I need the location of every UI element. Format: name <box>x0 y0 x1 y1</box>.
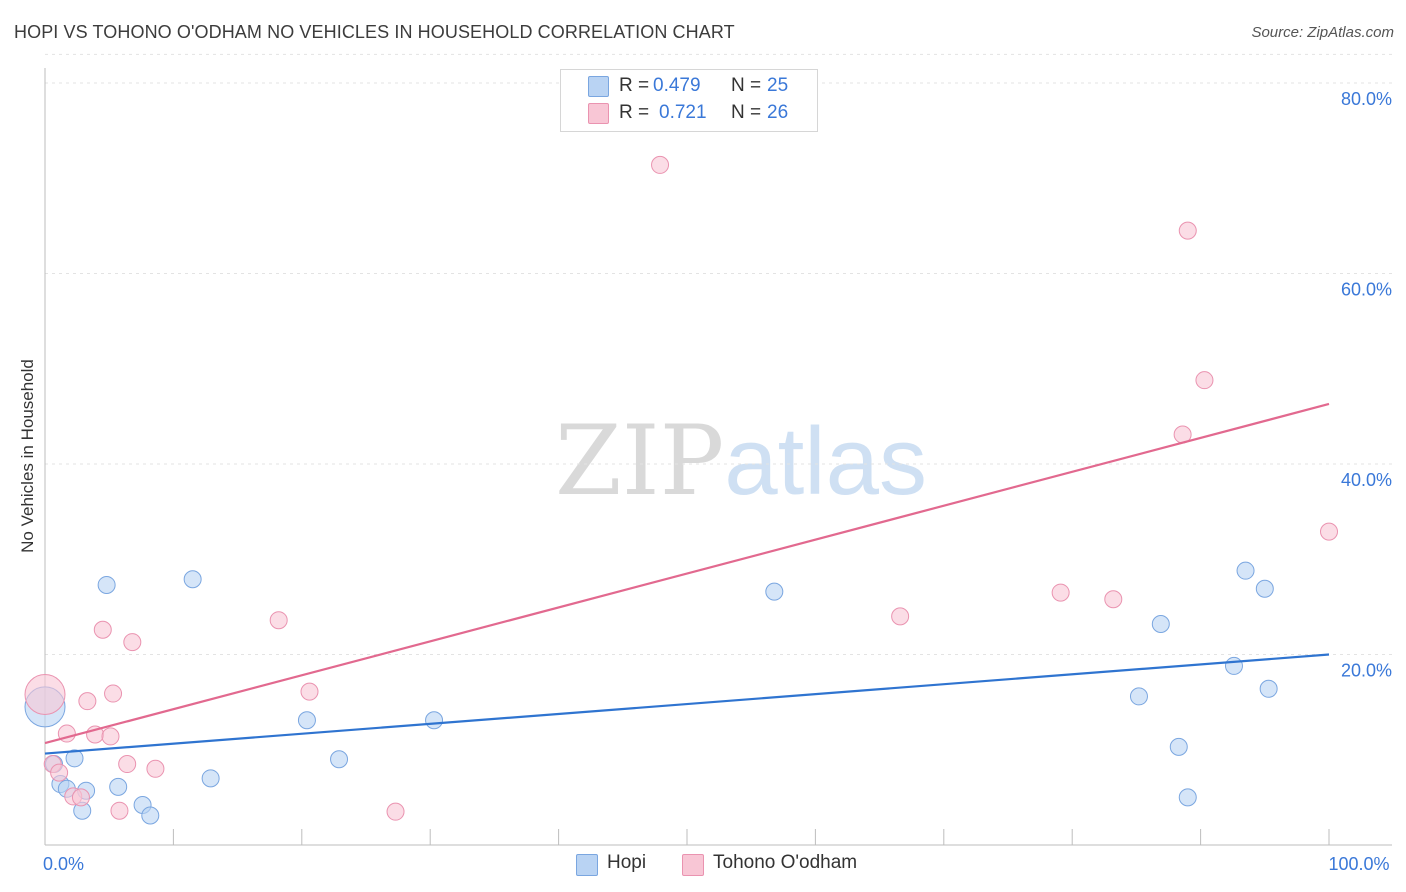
tohono-point <box>104 684 123 703</box>
hopi-point <box>1129 687 1148 706</box>
hopi-point <box>65 749 84 768</box>
hopi-swatch <box>588 76 609 97</box>
n-label: N = <box>731 102 762 123</box>
r-label: R = <box>619 102 650 123</box>
r-value: 0.479 <box>653 75 701 96</box>
hopi-point <box>330 750 349 769</box>
tohono-point <box>123 633 142 652</box>
x-tick-label: 0.0% <box>43 854 84 874</box>
hopi-point <box>765 582 784 601</box>
watermark-zip: ZIP <box>555 405 725 517</box>
hopi-point <box>297 711 316 730</box>
n-value: 26 <box>767 102 789 123</box>
tohono-trend-line <box>44 402 1330 745</box>
hopi-point <box>1151 615 1170 634</box>
n-value: 25 <box>767 75 789 96</box>
tohono-point <box>118 755 137 774</box>
hopi-point <box>1255 579 1274 598</box>
watermark-atlas: atlas <box>724 408 927 515</box>
tohono-point <box>651 155 670 174</box>
tohono-point <box>300 682 319 701</box>
x-tick-label: 100.0% <box>1328 854 1389 874</box>
y-tick-label: 60.0% <box>1341 280 1392 300</box>
hopi-trend-line <box>44 653 1330 755</box>
hopi-point <box>97 575 116 594</box>
hopi-point <box>183 570 202 589</box>
y-tick-label: 40.0% <box>1341 470 1392 490</box>
watermark: ZIPatlas <box>555 405 927 517</box>
hopi-point <box>425 711 444 730</box>
tohono-point <box>93 620 112 639</box>
tohono-point <box>1051 583 1070 602</box>
tohono-point <box>1195 371 1214 390</box>
tohono-point <box>101 727 120 746</box>
hopi-point <box>1169 737 1188 756</box>
tohono-swatch <box>588 103 609 124</box>
tohono-point <box>146 759 165 778</box>
hopi-point <box>141 806 160 825</box>
tohono-point <box>386 802 405 821</box>
chart-title: HOPI VS TOHONO O'ODHAM NO VEHICLES IN HO… <box>14 22 735 42</box>
tohono-point <box>78 692 97 711</box>
tohono-point <box>269 611 288 630</box>
tohono-point <box>1178 221 1197 240</box>
hopi-point <box>1224 656 1243 675</box>
n-label: N = <box>731 75 762 96</box>
r-value: 0.721 <box>659 102 707 123</box>
tohono-point <box>1320 522 1338 541</box>
hopi-point <box>201 769 220 788</box>
stats-box: R = 0.479 N = 25 R = 0.721 N = 26 <box>560 69 818 132</box>
tohono-legend-swatch <box>682 854 704 876</box>
tohono-point <box>891 607 910 626</box>
hopi-point <box>1259 679 1278 698</box>
tohono-point <box>50 763 69 782</box>
tohono-point <box>1104 590 1123 609</box>
hopi-legend-swatch <box>576 854 598 876</box>
legend-label: Hopi <box>607 852 647 873</box>
hopi-point <box>1178 788 1197 807</box>
hopi-point <box>1236 561 1255 580</box>
tohono-point <box>110 801 129 820</box>
y-tick-label: 20.0% <box>1341 661 1392 681</box>
y-tick-label: 80.0% <box>1341 89 1392 109</box>
tohono-point <box>71 788 90 807</box>
legend-label: Tohono O'odham <box>713 852 858 873</box>
source-label: Source: ZipAtlas.com <box>1251 24 1394 41</box>
r-label: R = <box>619 75 650 96</box>
tohono-point <box>24 674 66 716</box>
hopi-point <box>109 777 128 796</box>
